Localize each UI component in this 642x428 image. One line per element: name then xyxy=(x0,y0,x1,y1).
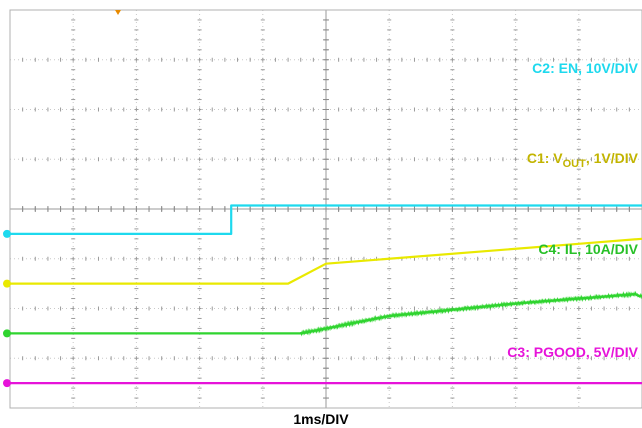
x-axis-label: 1ms/DIV xyxy=(0,411,642,427)
channel-label-c3-text: C3: PGOOD, 5V/DIV xyxy=(507,344,638,360)
ground-marker-c1 xyxy=(3,280,11,288)
channel-label-c4: C4: IL, 10A/DIV xyxy=(538,241,638,257)
channel-label-c1-suffix: , 1V/DIV xyxy=(586,150,639,166)
channel-label-c1-prefix: C1: V xyxy=(527,150,563,166)
channel-label-c4-text: C4: IL, 10A/DIV xyxy=(538,241,638,257)
channel-label-c2: C2: EN, 10V/DIV xyxy=(532,60,638,76)
ground-marker-c4 xyxy=(3,329,11,337)
channel-label-c3: C3: PGOOD, 5V/DIV xyxy=(507,344,638,360)
ground-marker-c3 xyxy=(3,379,11,387)
channel-label-c2-text: C2: EN, 10V/DIV xyxy=(532,60,638,76)
channel-label-c1-subscript: OUT xyxy=(563,158,587,170)
ground-marker-c2 xyxy=(3,230,11,238)
